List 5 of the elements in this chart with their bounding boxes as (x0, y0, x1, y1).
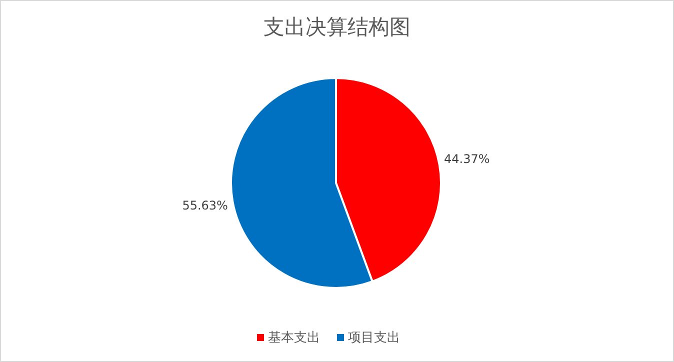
data-label: 55.63% (182, 198, 228, 213)
legend-label: 基本支出 (268, 330, 320, 346)
legend-label: 项目支出 (348, 330, 400, 346)
data-label: 44.37% (444, 152, 490, 166)
chart-title: 支出决算结构图 (264, 15, 410, 39)
